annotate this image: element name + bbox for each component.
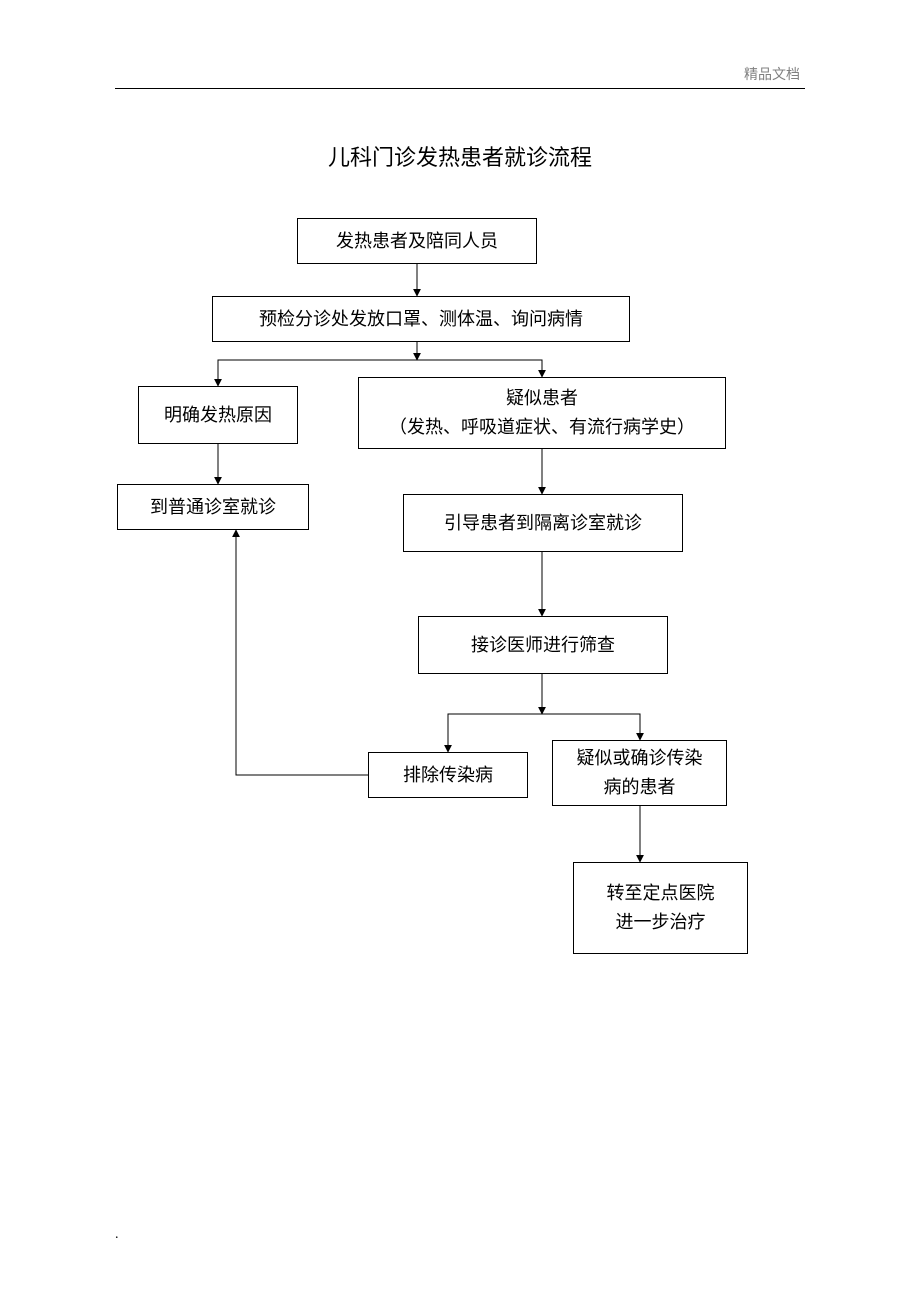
flowchart-edge bbox=[236, 530, 368, 775]
flowchart-edge bbox=[417, 360, 542, 377]
flowchart-node-n9: 疑似或确诊传染病的患者 bbox=[552, 740, 727, 806]
flowchart-node-n6: 引导患者到隔离诊室就诊 bbox=[403, 494, 683, 552]
flowchart-node-n7: 接诊医师进行筛查 bbox=[418, 616, 668, 674]
flowchart-node-n5: 到普通诊室就诊 bbox=[117, 484, 309, 530]
flowchart-edge bbox=[542, 714, 640, 740]
header-divider bbox=[115, 88, 805, 89]
node-text-line: 疑似患者 bbox=[506, 384, 578, 413]
flowchart-node-n4: 疑似患者（发热、呼吸道症状、有流行病学史） bbox=[358, 377, 726, 449]
node-text-line: 疑似或确诊传染 bbox=[577, 744, 703, 773]
flowchart-node-n1: 发热患者及陪同人员 bbox=[297, 218, 537, 264]
watermark: 精品文档 bbox=[744, 64, 800, 84]
flowchart-node-n2: 预检分诊处发放口罩、测体温、询问病情 bbox=[212, 296, 630, 342]
node-text-line: 进一步治疗 bbox=[616, 908, 706, 937]
node-text-line: 转至定点医院 bbox=[607, 879, 715, 908]
flowchart-node-n8: 排除传染病 bbox=[368, 752, 528, 798]
node-text-line: （发热、呼吸道症状、有流行病学史） bbox=[389, 413, 695, 442]
flowchart-edge bbox=[448, 714, 542, 752]
footer-dot: . bbox=[115, 1227, 119, 1243]
node-text-line: 病的患者 bbox=[604, 773, 676, 802]
flowchart-node-n10: 转至定点医院进一步治疗 bbox=[573, 862, 748, 954]
page-title: 儿科门诊发热患者就诊流程 bbox=[0, 140, 920, 172]
flowchart-node-n3: 明确发热原因 bbox=[138, 386, 298, 444]
